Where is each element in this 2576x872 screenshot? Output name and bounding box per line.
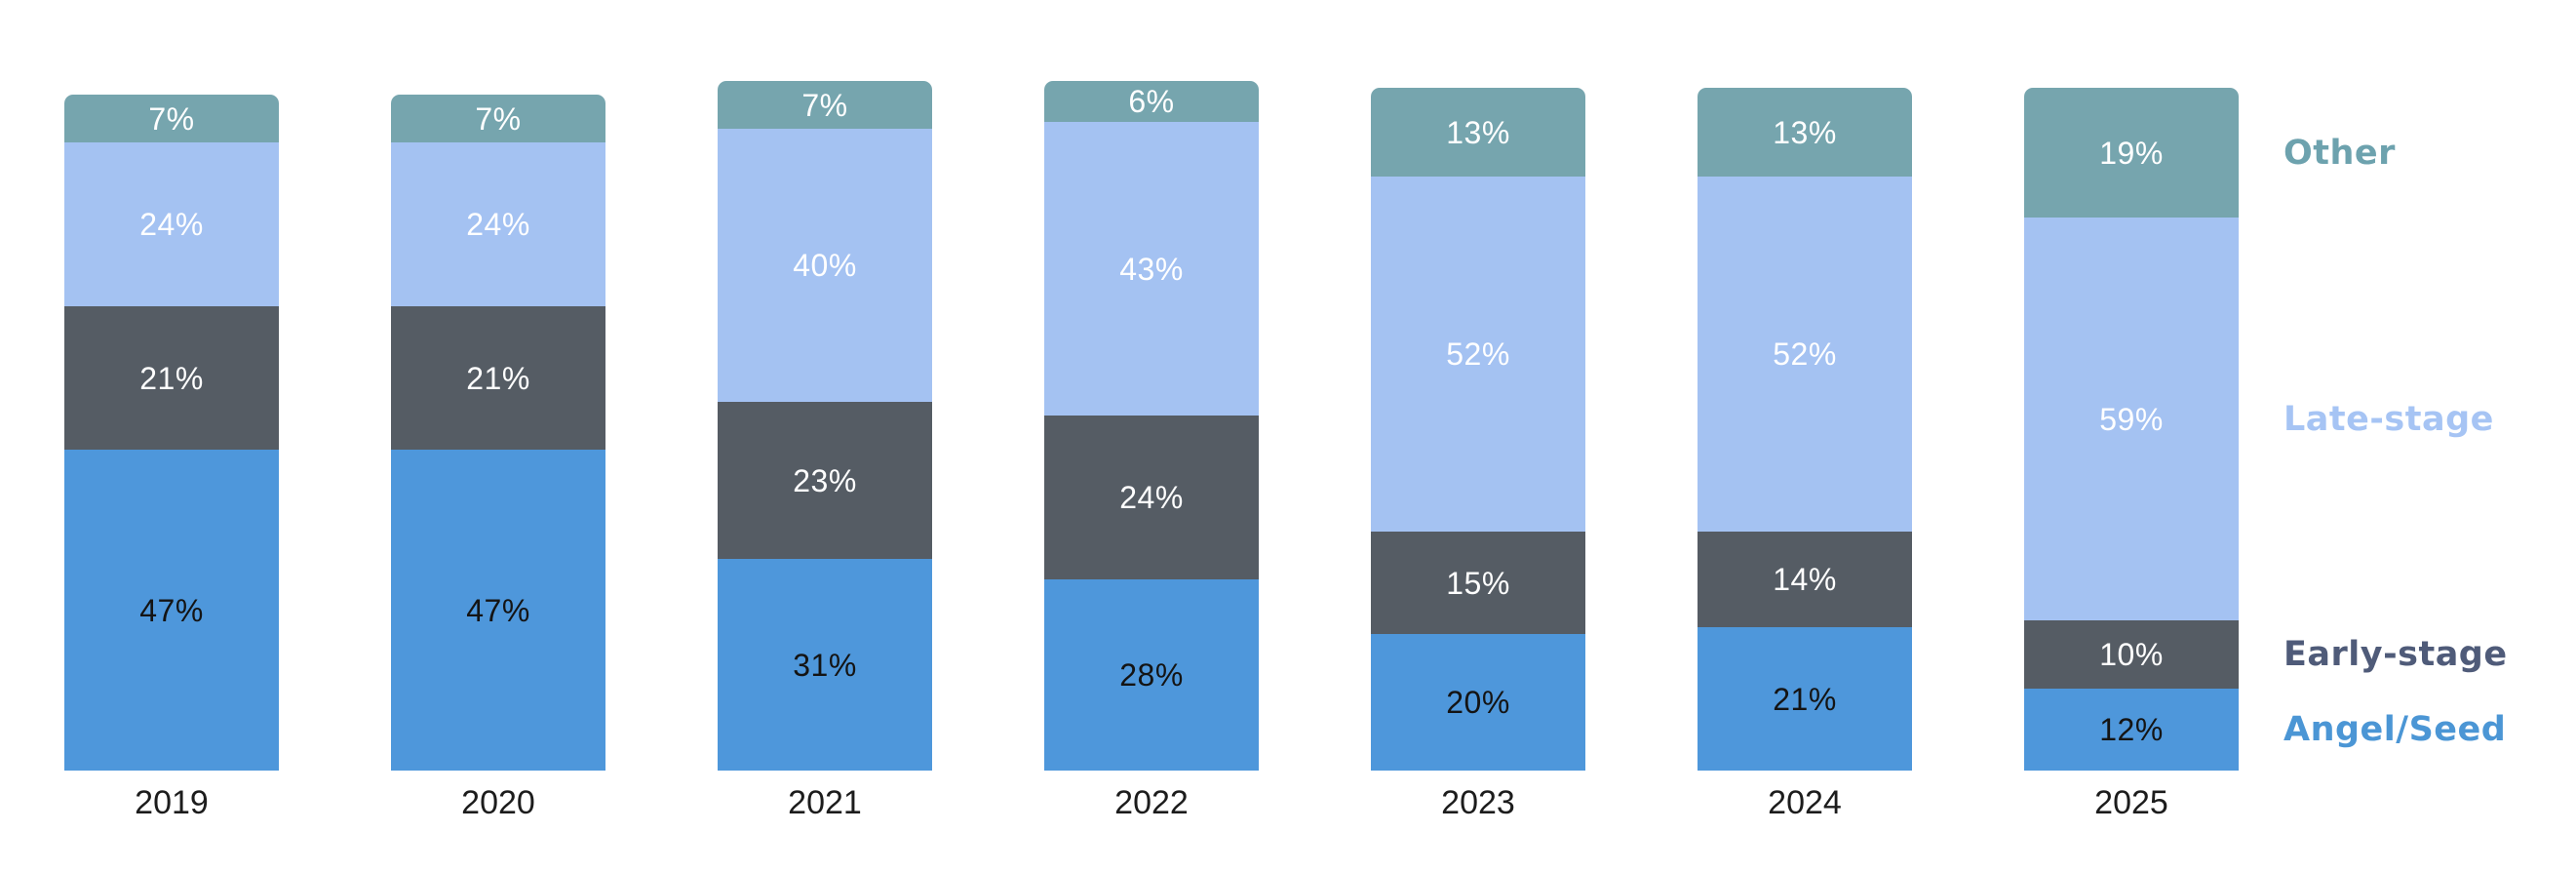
segment-other-2025: 19% [2024, 88, 2239, 218]
bar-2019: 47% 21% 24% 7% [64, 95, 279, 771]
segment-other-2021: 7% [718, 81, 932, 129]
segment-early-stage-2024: 14% [1698, 532, 1912, 627]
segment-angel-seed-2023: 20% [1371, 634, 1585, 771]
segment-other-2020: 7% [391, 95, 605, 142]
segment-late-stage-2020: 24% [391, 142, 605, 306]
segment-value-label: 21% [139, 360, 204, 396]
segment-value-label: 7% [148, 100, 195, 137]
segment-angel-seed-2021: 31% [718, 559, 932, 771]
segment-other-2022: 6% [1044, 81, 1259, 122]
segment-value-label: 24% [466, 207, 530, 242]
segment-value-label: 24% [1119, 480, 1184, 515]
legend-label-other: Other [2283, 133, 2396, 173]
segment-value-label: 10% [2099, 637, 2164, 672]
x-axis-label-2021: 2021 [788, 784, 862, 821]
segment-value-label: 19% [2099, 135, 2164, 171]
segment-angel-seed-2024: 21% [1698, 627, 1912, 771]
bar-2025: 12% 10% 59% 19% [2024, 88, 2239, 771]
segment-early-stage-2025: 10% [2024, 620, 2239, 689]
segment-value-label: 24% [139, 207, 204, 242]
segment-value-label: 6% [1128, 84, 1175, 119]
x-axis-label-2022: 2022 [1114, 784, 1189, 821]
x-axis-label-2019: 2019 [135, 784, 209, 821]
segment-value-label: 15% [1446, 565, 1510, 601]
bar-2020: 47% 21% 24% 7% [391, 95, 605, 771]
segment-other-2024: 13% [1698, 88, 1912, 177]
segment-early-stage-2021: 23% [718, 402, 932, 559]
segment-late-stage-2023: 52% [1371, 177, 1585, 532]
segment-value-label: 7% [801, 87, 848, 123]
segment-early-stage-2019: 21% [64, 306, 279, 450]
segment-early-stage-2023: 15% [1371, 532, 1585, 634]
segment-angel-seed-2025: 12% [2024, 689, 2239, 771]
legend-label-angel-seed: Angel/Seed [2283, 710, 2507, 749]
segment-value-label: 28% [1119, 657, 1184, 693]
x-axis-label-2023: 2023 [1441, 784, 1515, 821]
segment-other-2023: 13% [1371, 88, 1585, 177]
segment-value-label: 47% [466, 592, 530, 628]
segment-value-label: 23% [793, 462, 857, 498]
segment-value-label: 21% [466, 360, 530, 396]
bar-2021: 31% 23% 40% 7% [718, 81, 932, 771]
segment-late-stage-2024: 52% [1698, 177, 1912, 532]
segment-value-label: 59% [2099, 401, 2164, 437]
x-axis-label-2025: 2025 [2094, 784, 2168, 821]
segment-late-stage-2025: 59% [2024, 218, 2239, 620]
segment-value-label: 52% [1773, 337, 1837, 372]
x-axis-label-2020: 2020 [461, 784, 535, 821]
segment-value-label: 21% [1773, 681, 1837, 717]
segment-value-label: 40% [793, 248, 857, 283]
bar-2022: 28% 24% 43% 6% [1044, 81, 1259, 771]
segment-early-stage-2020: 21% [391, 306, 605, 450]
segment-value-label: 52% [1446, 337, 1510, 372]
segment-value-label: 13% [1773, 114, 1837, 150]
segment-late-stage-2019: 24% [64, 142, 279, 306]
segment-late-stage-2022: 43% [1044, 122, 1259, 416]
bar-2024: 21% 14% 52% 13% [1698, 88, 1912, 771]
segment-value-label: 12% [2099, 712, 2164, 747]
segment-value-label: 43% [1119, 251, 1184, 287]
segment-value-label: 7% [475, 100, 522, 137]
segment-late-stage-2021: 40% [718, 129, 932, 402]
segment-early-stage-2022: 24% [1044, 416, 1259, 579]
legend-label-late-stage: Late-stage [2283, 399, 2494, 439]
segment-value-label: 47% [139, 592, 204, 628]
x-axis-label-2024: 2024 [1768, 784, 1842, 821]
segment-other-2019: 7% [64, 95, 279, 142]
segment-value-label: 13% [1446, 114, 1510, 150]
legend-label-early-stage: Early-stage [2283, 635, 2508, 674]
segment-value-label: 20% [1446, 685, 1510, 720]
segment-angel-seed-2020: 47% [391, 450, 605, 771]
segment-angel-seed-2019: 47% [64, 450, 279, 771]
segment-angel-seed-2022: 28% [1044, 579, 1259, 771]
bar-2023: 20% 15% 52% 13% [1371, 88, 1585, 771]
segment-value-label: 31% [793, 647, 857, 683]
segment-value-label: 14% [1773, 562, 1837, 597]
